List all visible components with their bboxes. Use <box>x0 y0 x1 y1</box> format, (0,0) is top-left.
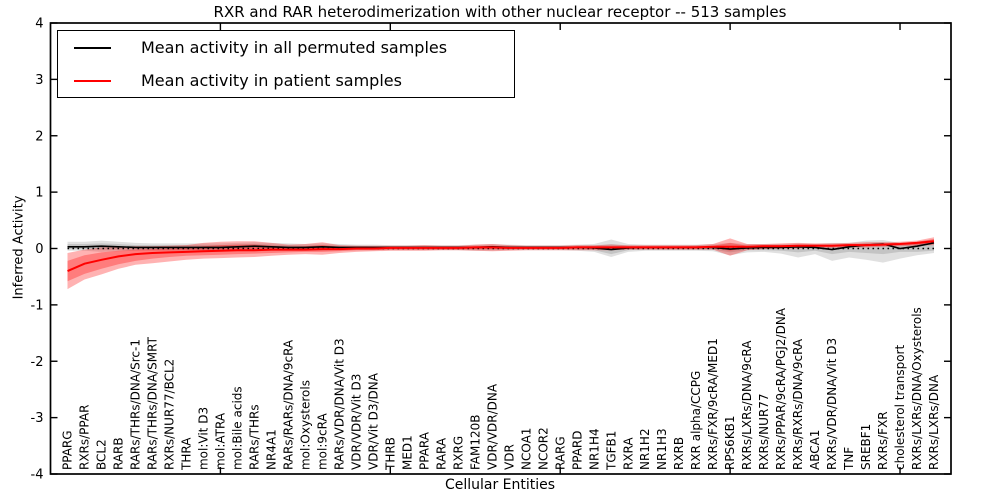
y-tick-label: 4 <box>35 17 43 32</box>
x-category-label: RARs/THRs/DNA/Src-1 <box>129 339 143 470</box>
x-category-label: NCOR2 <box>536 427 550 470</box>
x-category-label: RXR alpha/CCPG <box>689 371 703 470</box>
x-category-label: RARA <box>434 437 448 470</box>
x-category-label: mol:Oxysterols <box>298 380 312 470</box>
x-category-label: RPS6KB1 <box>723 415 737 470</box>
x-category-label: VDR/VDR/DNA <box>485 383 499 470</box>
x-category-label: cholesterol transport <box>893 344 907 470</box>
y-tick-label: -2 <box>31 355 44 370</box>
x-category-label: RXRs/FXR <box>876 411 890 470</box>
x-category-label: THRB <box>383 437 397 471</box>
x-category-label: RARs/THRs/DNA/SMRT <box>146 336 160 470</box>
x-category-label: NR1H3 <box>655 428 669 470</box>
x-category-label: PPARD <box>570 431 584 471</box>
x-category-label: PPARA <box>417 431 431 470</box>
x-category-label: RXRs/PPAR <box>78 405 92 470</box>
x-category-label: FAM120B <box>468 415 482 471</box>
legend-label-permuted: Mean activity in all permuted samples <box>141 38 448 57</box>
x-category-label: THRA <box>180 437 194 471</box>
legend-item-permuted: Mean activity in all permuted samples <box>58 31 514 64</box>
x-axis-label: Cellular Entities <box>444 477 556 493</box>
x-category-label: PPARG <box>61 430 75 470</box>
x-category-label: RXRG <box>451 436 465 470</box>
y-tick-label: 3 <box>35 73 43 88</box>
y-tick-label: 1 <box>35 186 43 201</box>
x-category-label: mol:9cRA <box>315 413 329 470</box>
y-tick-label: 0 <box>35 242 43 257</box>
x-category-label: VDR <box>502 444 516 470</box>
x-category-label: RXRs/RXRs/DNA/9cRA <box>791 338 805 470</box>
legend: Mean activity in all permuted samples Me… <box>57 30 515 98</box>
x-category-label: VDR/VDR/Vit D3 <box>349 374 363 470</box>
x-category-label: TGFB1 <box>604 431 618 471</box>
x-category-label: MED1 <box>400 435 414 470</box>
x-category-label: RARG <box>553 436 567 470</box>
confidence-band-outer-permuted <box>67 239 934 263</box>
x-category-label: NR4A1 <box>264 429 278 470</box>
x-category-label: RXRB <box>672 437 686 470</box>
permuted-line-swatch <box>74 46 111 49</box>
mean-line-patient <box>67 240 935 273</box>
x-category-label: RARs/THRs <box>247 404 261 470</box>
x-category-label: RARs/VDR/DNA/Vit D3 <box>332 338 346 470</box>
legend-item-patient: Mean activity in patient samples <box>58 64 514 97</box>
patient-line-swatch <box>74 79 111 82</box>
x-category-label: RXRs/LXRs/DNA <box>927 374 941 470</box>
y-tick-label: -1 <box>31 298 44 313</box>
y-axis-label: Inferred Activity <box>11 195 27 300</box>
chart-title: RXR and RAR heterodimerization with othe… <box>213 3 787 21</box>
x-category-label: VDR/Vit D3/DNA <box>366 372 380 470</box>
x-category-label: RARB <box>112 437 126 470</box>
x-category-label: NCOA1 <box>519 428 533 470</box>
x-category-label: RXRs/VDR/DNA/Vit D3 <box>825 338 839 470</box>
legend-label-patient: Mean activity in patient samples <box>141 71 402 90</box>
x-category-label: RXRs/PPAR/9cRA/PGJ2/DNA <box>774 307 788 470</box>
x-category-label: NR1H4 <box>587 428 601 470</box>
x-category-label: RXRs/NUR77/BCL2 <box>163 359 177 470</box>
x-category-label: RXRs/NUR77 <box>757 393 771 470</box>
y-tick-label: -3 <box>31 411 44 426</box>
x-category-label: mol:ATRA <box>213 412 227 470</box>
x-category-label: RXRA <box>621 437 635 470</box>
x-category-label: RXRs/LXRs/DNA/Oxysterols <box>910 307 924 470</box>
x-category-label: RXRs/FXR/9cRA/MED1 <box>706 338 720 470</box>
y-tick-label: -4 <box>31 468 44 483</box>
x-category-label: SREBF1 <box>859 424 873 470</box>
x-category-label: TNF <box>842 447 856 471</box>
x-category-label: RXRs/LXRs/DNA/9cRA <box>740 340 754 470</box>
x-category-label: NR1H2 <box>638 428 652 470</box>
x-category-label: BCL2 <box>95 439 109 470</box>
x-category-label: mol:Bile acids <box>230 386 244 470</box>
x-category-label: RARs/RARs/DNA/9cRA <box>281 339 295 470</box>
y-tick-label: 2 <box>35 129 43 144</box>
x-category-label: mol:Vit D3 <box>196 407 210 470</box>
x-category-label: ABCA1 <box>808 430 822 470</box>
